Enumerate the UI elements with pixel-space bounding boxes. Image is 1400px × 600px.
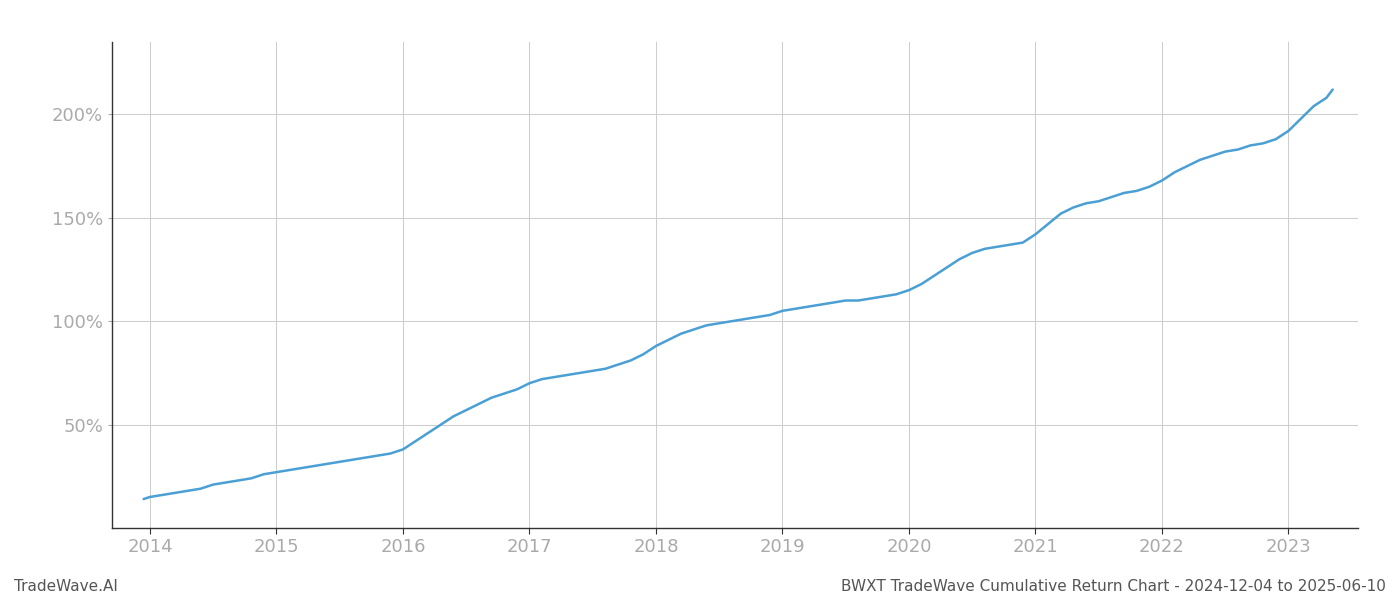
Text: BWXT TradeWave Cumulative Return Chart - 2024-12-04 to 2025-06-10: BWXT TradeWave Cumulative Return Chart -… bbox=[841, 579, 1386, 594]
Text: TradeWave.AI: TradeWave.AI bbox=[14, 579, 118, 594]
